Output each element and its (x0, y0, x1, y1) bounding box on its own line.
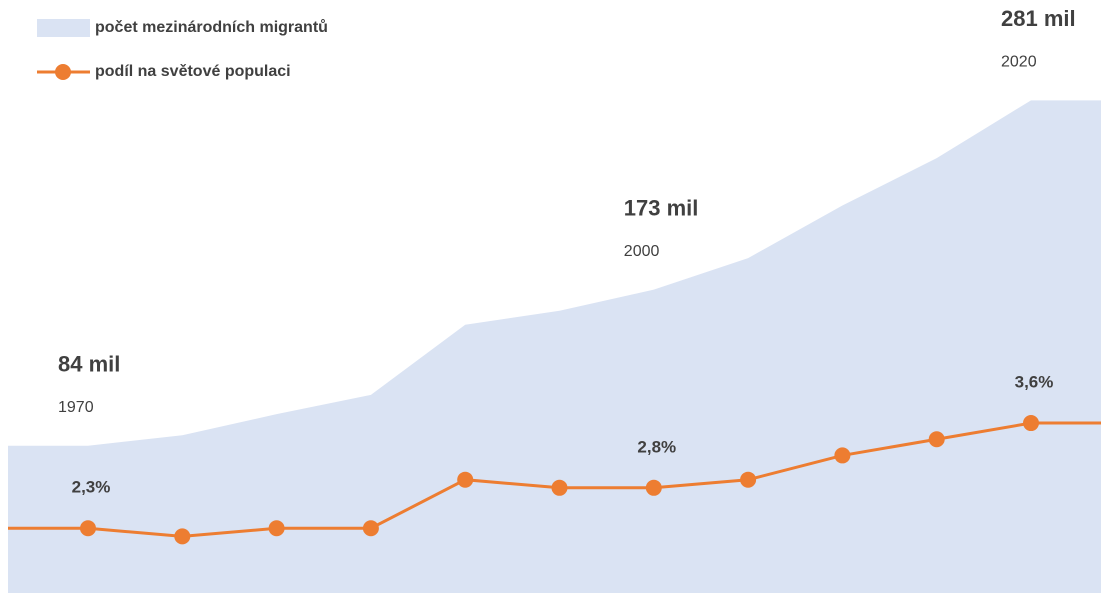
point (740, 471, 757, 488)
legend-swatch (55, 64, 71, 80)
value-label: 3,6% (1015, 373, 1054, 392)
value-label: 281 mil (1001, 6, 1076, 31)
point (268, 520, 285, 537)
point (457, 471, 474, 488)
point (1023, 415, 1039, 432)
value-label: 2,8% (637, 437, 676, 456)
value-label: 2,3% (72, 478, 111, 497)
year-label: 2020 (1001, 54, 1037, 71)
value-label: 84 mil (58, 352, 120, 377)
point (551, 479, 568, 496)
value-label: 173 mil (624, 195, 699, 220)
year-label: 1970 (58, 399, 94, 416)
area (8, 100, 1101, 593)
year-label: 2000 (624, 243, 660, 260)
point (80, 520, 96, 537)
point (928, 431, 945, 448)
point (645, 479, 662, 496)
legend-label: podíl na světové populaci (95, 63, 291, 80)
legend-label: počet mezinárodních migrantů (95, 19, 328, 36)
point (174, 528, 191, 545)
point (362, 520, 379, 537)
legend-swatch (37, 19, 90, 37)
point (834, 447, 851, 464)
